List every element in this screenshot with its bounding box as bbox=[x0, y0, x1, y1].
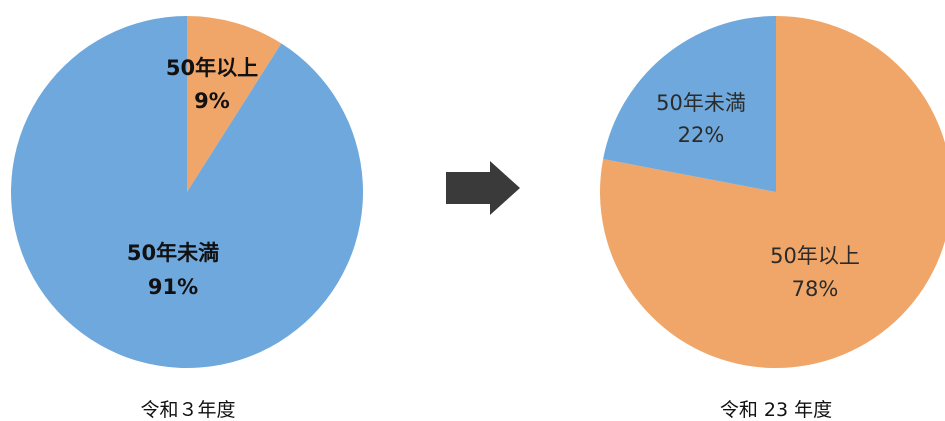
pie-slice-under-50-left bbox=[11, 16, 364, 368]
slice-name-under-50-left: 50年未満 bbox=[127, 241, 219, 265]
slice-name-over-50-left: 50年以上 bbox=[166, 56, 258, 80]
pie-slice-over-50-left bbox=[187, 16, 282, 192]
chart-caption-right: 令和 23 年度 bbox=[720, 399, 832, 421]
slice-percent-over-50-right: 78% bbox=[792, 277, 839, 301]
pie-slice-over-50-right bbox=[600, 16, 945, 368]
slice-percent-under-50-right: 22% bbox=[678, 123, 725, 147]
pie-chart-left: 50年以上 9% 50年未満 91% 令和３年度 bbox=[11, 16, 364, 421]
right-arrow-icon bbox=[446, 161, 520, 215]
slice-name-under-50-right: 50年未満 bbox=[656, 91, 746, 115]
slice-name-over-50-right: 50年以上 bbox=[770, 244, 860, 268]
slice-percent-over-50-left: 9% bbox=[194, 89, 230, 113]
chart-caption-left: 令和３年度 bbox=[140, 399, 235, 421]
pie-chart-right: 50年未満 22% 50年以上 78% 令和 23 年度 bbox=[600, 16, 945, 421]
pie-slice-under-50-right bbox=[603, 16, 776, 192]
slice-percent-under-50-left: 91% bbox=[148, 275, 198, 299]
